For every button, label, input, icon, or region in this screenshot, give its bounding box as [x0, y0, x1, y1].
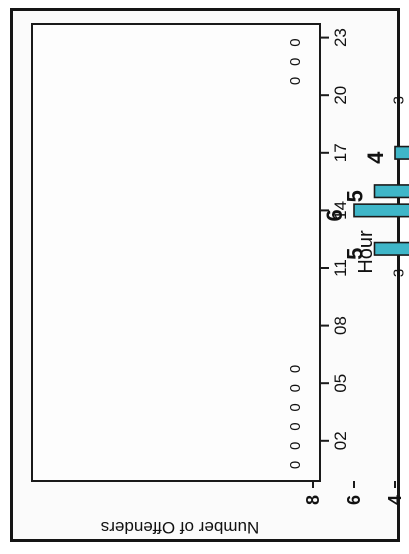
hour-tick-label-08: 08	[331, 316, 350, 335]
hour-tick-label-11: 11	[331, 259, 350, 277]
bar-hour-15	[373, 184, 409, 199]
bar-hour-17	[394, 145, 409, 160]
data-label-hour-1: 0	[287, 461, 304, 469]
data-label-hour-11: 3	[391, 269, 408, 277]
value-tick-label-6: 6	[344, 495, 364, 505]
data-label-hour-5: 0	[287, 384, 304, 392]
hour-tick-label-02: 02	[331, 431, 350, 450]
data-label-hour-2: 0	[287, 442, 304, 450]
data-label-hour-14: 6	[322, 209, 347, 221]
data-label-hour-23: 0	[287, 38, 304, 46]
hour-tick-label-14: 14	[331, 201, 350, 220]
hour-tick-label-05: 05	[331, 374, 350, 393]
plot-area	[31, 23, 321, 482]
y-axis-title: Number of Offenders	[101, 518, 259, 537]
data-label-hour-6: 0	[287, 365, 304, 373]
data-label-hour-12: 5	[343, 248, 368, 260]
x-axis-title: Hour	[355, 230, 377, 274]
data-label-hour-17: 4	[363, 151, 388, 164]
data-label-hour-4: 0	[287, 403, 304, 411]
data-label-hour-22: 0	[287, 58, 304, 66]
data-label-hour-15: 5	[343, 190, 368, 202]
bar-hour-14	[353, 203, 409, 218]
hour-tick-label-23: 23	[331, 28, 350, 47]
bar-hour-12	[373, 241, 409, 256]
data-label-hour-20: 3	[391, 96, 408, 104]
hour-tick-label-17: 17	[331, 143, 350, 162]
hour-tick-label-20: 20	[331, 86, 350, 105]
data-label-hour-3: 0	[287, 422, 304, 430]
value-tick-label-4: 4	[385, 495, 405, 505]
data-label-hour-21: 0	[287, 77, 304, 85]
value-tick-label-8: 8	[303, 495, 323, 505]
